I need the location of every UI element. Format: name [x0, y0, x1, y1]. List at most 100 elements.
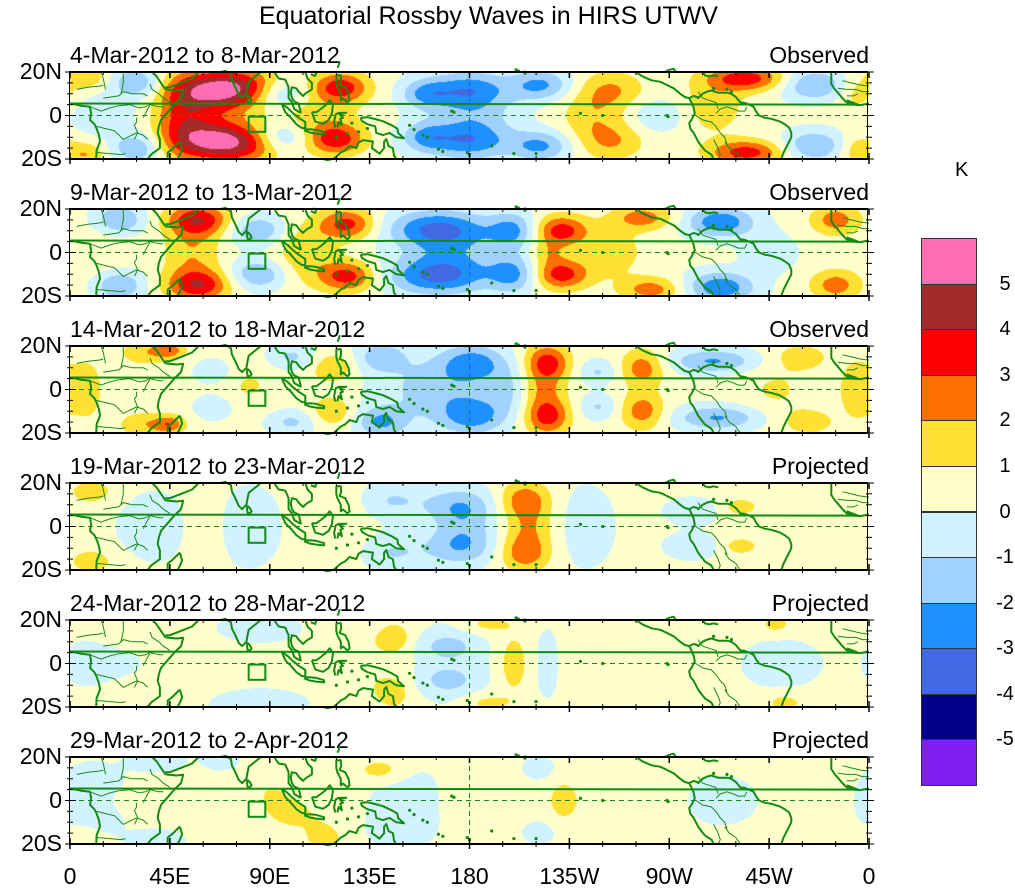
coastline	[359, 527, 405, 551]
country-border	[76, 84, 104, 90]
island	[425, 409, 429, 413]
coastline	[322, 686, 398, 710]
island	[441, 834, 445, 838]
island	[729, 363, 733, 368]
country-border	[76, 495, 104, 501]
y-tick-label: 0	[49, 238, 62, 265]
y-tick-label: 20N	[19, 743, 62, 769]
x-tick-label: 0	[63, 863, 77, 889]
island	[534, 699, 538, 704]
island	[578, 659, 583, 663]
colorbar-tick-label: 2	[999, 409, 1011, 432]
country-border	[133, 665, 139, 688]
coastline	[165, 619, 200, 637]
coastline	[146, 636, 185, 708]
island	[516, 206, 520, 210]
panel-date-range: 14-Mar-2012 to 18-Mar-2012	[70, 316, 366, 342]
colorbar-swatch	[921, 648, 977, 695]
region-box	[247, 389, 267, 407]
country-border	[842, 491, 870, 498]
island	[523, 618, 527, 622]
island	[436, 147, 441, 151]
island	[407, 671, 412, 675]
country-border	[846, 504, 859, 508]
map-overlay	[65, 608, 874, 712]
colorbar-tick-label: -5	[996, 728, 1014, 751]
colorbar-units: K	[955, 159, 969, 181]
island	[516, 69, 520, 73]
country-border	[96, 673, 149, 689]
country-border	[724, 689, 741, 708]
coastline	[151, 208, 167, 227]
coastline	[688, 371, 715, 434]
coastline	[273, 208, 313, 251]
island	[512, 836, 516, 841]
map-panel: 29-Mar-2012 to 2-Apr-2012 Projected 20N 0 20…	[20, 727, 874, 855]
coastline	[220, 206, 262, 237]
y-tick-label: 20S	[21, 282, 62, 308]
island	[512, 288, 516, 293]
coastline	[336, 197, 341, 206]
colorbar-swatch	[921, 374, 977, 422]
island	[334, 272, 338, 276]
x-tick-label: 90W	[645, 863, 693, 889]
colorbar-swatch	[921, 739, 977, 786]
country-border	[103, 502, 148, 510]
island	[729, 774, 733, 779]
country-border	[695, 800, 728, 829]
country-border	[76, 632, 104, 638]
country-border	[837, 361, 869, 367]
coastline	[322, 549, 398, 573]
island	[712, 771, 716, 775]
island	[345, 817, 350, 821]
x-tick-label: 0	[862, 863, 876, 889]
coastline	[273, 71, 313, 114]
coastline	[69, 102, 101, 160]
country-border	[120, 72, 124, 94]
country-border	[120, 209, 124, 231]
country-border	[713, 413, 721, 434]
coastline	[664, 478, 677, 484]
coastline	[220, 480, 262, 511]
coastline	[246, 505, 253, 515]
island	[729, 226, 733, 231]
country-border	[133, 117, 139, 140]
island	[407, 397, 412, 401]
coastline	[310, 373, 334, 399]
island	[345, 269, 350, 273]
map-panel: 4-Mar-2012 to 8-Mar-2012 Observed 20N 0 20S	[20, 42, 874, 170]
country-border	[100, 756, 106, 775]
colorbar-tick-label: -3	[996, 637, 1014, 660]
island	[725, 224, 729, 228]
island	[465, 287, 469, 292]
x-tick-label: 180	[450, 863, 489, 889]
island	[578, 248, 583, 252]
country-border	[149, 220, 171, 240]
country-border	[96, 837, 126, 841]
coastline	[322, 412, 398, 436]
country-border	[149, 83, 171, 103]
country-border	[713, 276, 721, 297]
panel-date-range: 9-Mar-2012 to 13-Mar-2012	[70, 179, 353, 205]
country-border	[149, 631, 171, 651]
country-border	[89, 241, 164, 249]
coastline	[695, 71, 719, 78]
coastline	[165, 71, 200, 89]
coastline	[322, 138, 398, 162]
island	[350, 669, 354, 673]
coastline	[688, 508, 715, 571]
island	[490, 144, 494, 148]
island	[412, 539, 416, 543]
country-border	[837, 224, 869, 230]
coastline	[69, 650, 101, 708]
coastline	[335, 485, 351, 515]
island	[452, 110, 456, 114]
island	[345, 680, 350, 684]
island	[407, 123, 412, 127]
country-border	[149, 768, 171, 788]
panel-kind-label: Observed	[769, 316, 869, 342]
coastline	[359, 253, 405, 277]
coastline	[635, 619, 793, 708]
country-border	[103, 639, 148, 647]
island	[350, 395, 354, 399]
